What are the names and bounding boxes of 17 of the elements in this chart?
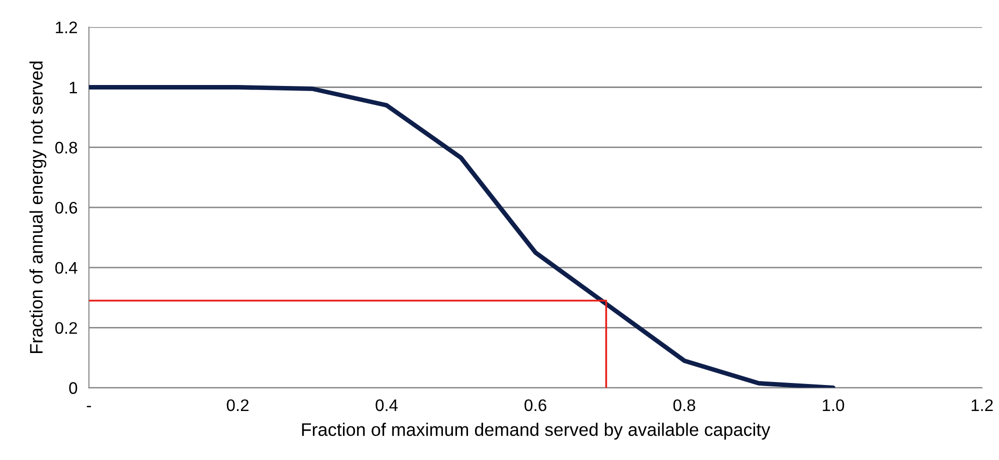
y-tick-label: 0: [69, 382, 78, 394]
x-tick-label: 0.2: [226, 399, 249, 412]
y-tick-label: 0.4: [55, 262, 78, 274]
x-tick-label: 0.6: [524, 399, 546, 412]
line-series: [88, 85, 836, 388]
y-tick-label: 0.2: [55, 322, 77, 334]
y-axis-title: Fraction of annual energy not served: [29, 62, 46, 354]
y-tick-label: 1: [70, 82, 77, 94]
x-tick-label: 0.8: [673, 399, 696, 412]
x-tick-label: 1.2: [972, 399, 993, 411]
y-tick-label: 1.2: [56, 22, 77, 34]
y-tick-label: 0.6: [55, 202, 78, 214]
x-tick-label: 1.0: [822, 399, 844, 412]
y-tick-label: 0.8: [55, 142, 78, 154]
x-axis-title: Fraction of maximum demand served by available capacity: [302, 422, 770, 440]
x-tick-label: 0.4: [376, 399, 398, 412]
x-tick-label: -: [86, 406, 91, 408]
